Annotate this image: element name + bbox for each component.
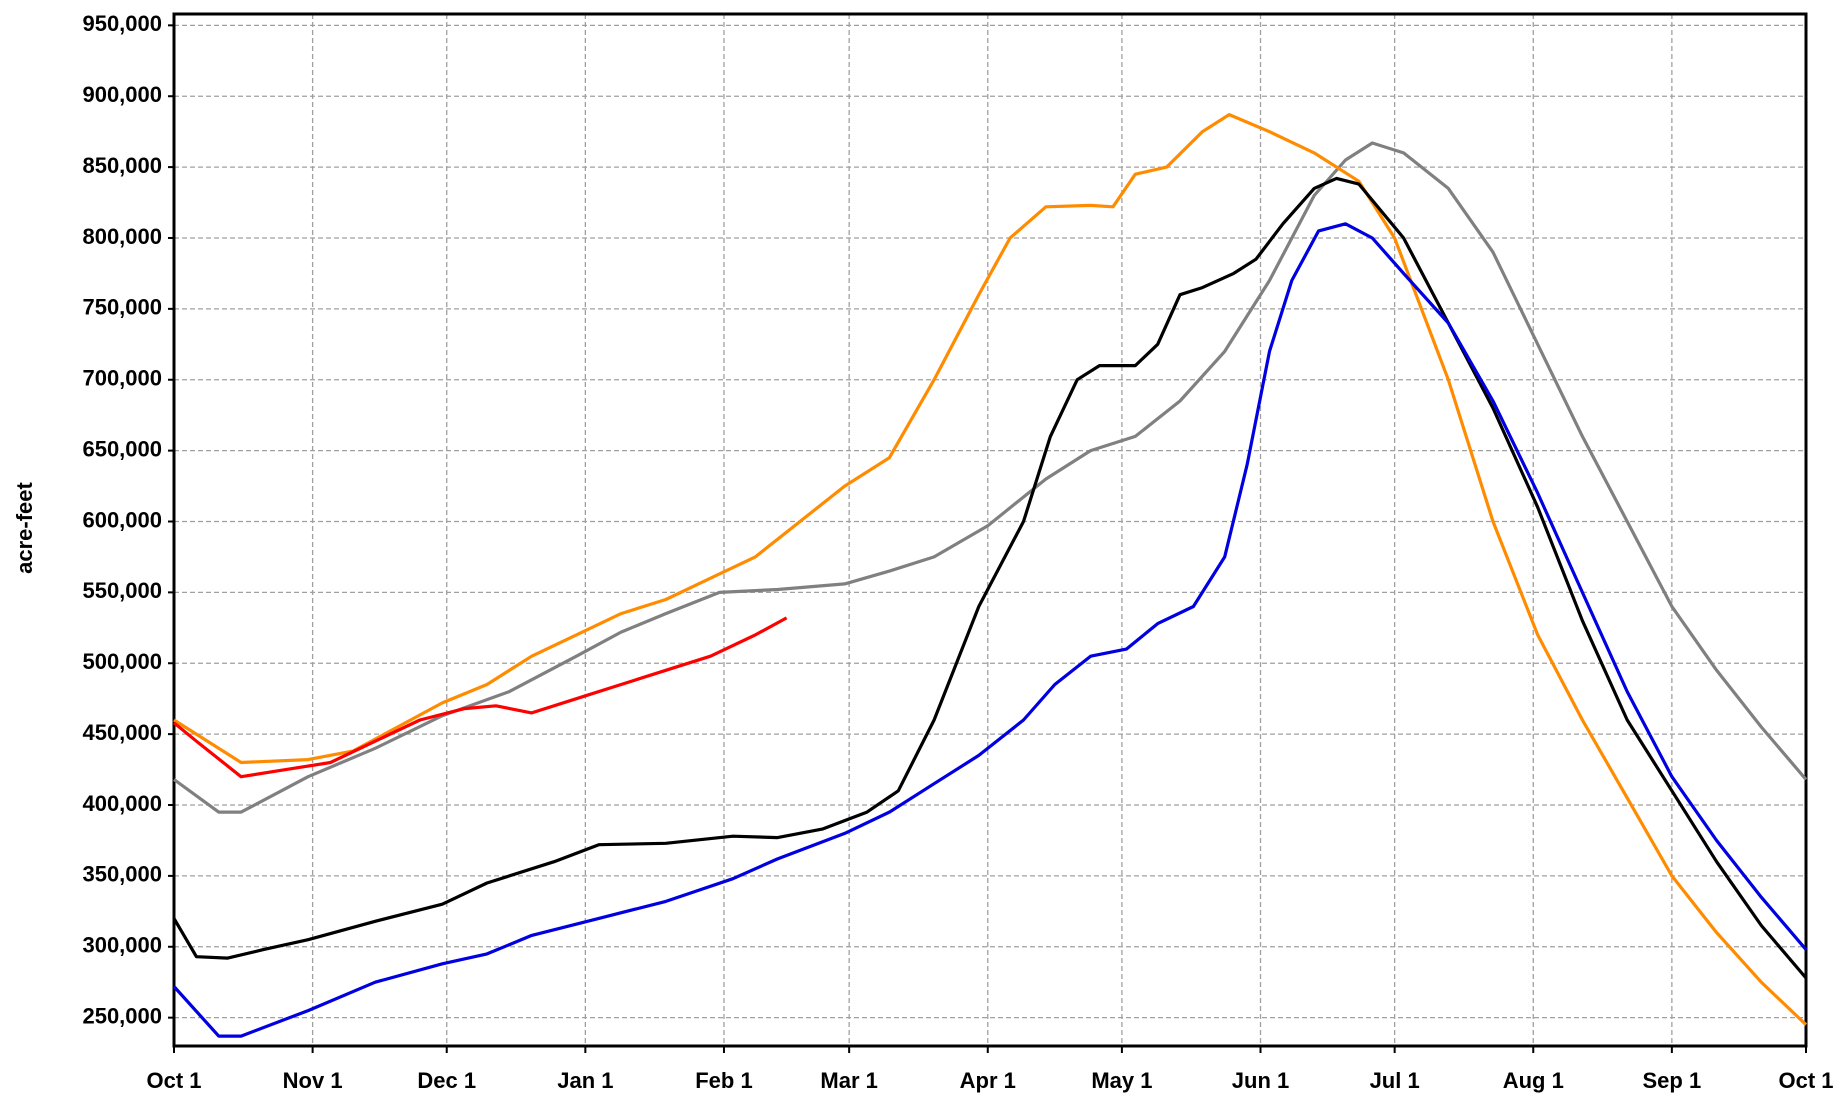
x-tick-label: Oct 1: [1778, 1068, 1833, 1093]
x-tick-label: Oct 1: [146, 1068, 201, 1093]
y-tick-label: 550,000: [82, 578, 162, 603]
x-tick-label: Jul 1: [1370, 1068, 1420, 1093]
x-tick-label: Feb 1: [695, 1068, 752, 1093]
x-tick-label: Jun 1: [1232, 1068, 1289, 1093]
x-tick-label: May 1: [1091, 1068, 1152, 1093]
y-tick-label: 450,000: [82, 720, 162, 745]
y-tick-label: 900,000: [82, 82, 162, 107]
y-tick-label: 650,000: [82, 436, 162, 461]
y-tick-label: 250,000: [82, 1003, 162, 1028]
y-tick-label: 800,000: [82, 224, 162, 249]
y-tick-label: 300,000: [82, 933, 162, 958]
x-tick-label: Aug 1: [1503, 1068, 1564, 1093]
y-tick-label: 750,000: [82, 295, 162, 320]
x-tick-label: Jan 1: [557, 1068, 613, 1093]
series-line: [173, 113, 1808, 1026]
x-tick-label: Dec 1: [417, 1068, 476, 1093]
y-tick-label: 850,000: [82, 153, 162, 178]
series-line: [173, 141, 1808, 814]
y-tick-label: 700,000: [82, 366, 162, 391]
y-axis-label: acre-feet: [12, 481, 37, 573]
x-tick-label: Apr 1: [960, 1068, 1016, 1093]
y-tick-label: 350,000: [82, 862, 162, 887]
x-tick-label: Mar 1: [820, 1068, 877, 1093]
y-tick-label: 950,000: [82, 11, 162, 36]
y-tick-label: 600,000: [82, 507, 162, 532]
series-line: [172, 176, 1808, 980]
series-line: [172, 222, 1808, 1038]
plot-frame: [172, 12, 1808, 1048]
y-tick-label: 500,000: [82, 649, 162, 674]
series-line: [172, 616, 788, 779]
x-tick-label: Nov 1: [283, 1068, 343, 1093]
x-tick-label: Sep 1: [1643, 1068, 1702, 1093]
y-tick-label: 400,000: [82, 791, 162, 816]
